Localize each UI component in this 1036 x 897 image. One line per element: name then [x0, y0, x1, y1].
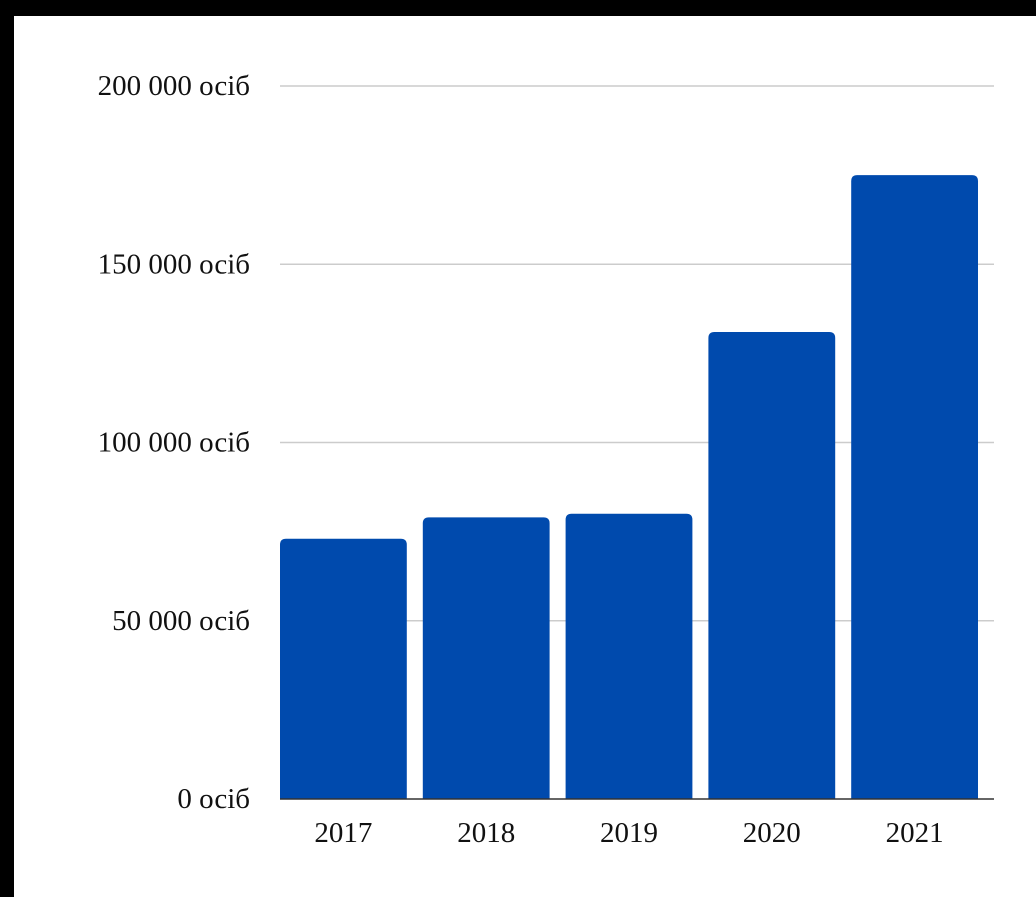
y-tick-label: 200 000 осіб	[98, 70, 250, 102]
x-tick-label: 2021	[886, 817, 944, 849]
y-tick-label: 100 000 осіб	[98, 427, 250, 459]
bar-2019	[565, 513, 693, 799]
y-tick-label: 50 000 осіб	[112, 605, 250, 637]
x-axis: 2017 2018 2019 2020 2021	[280, 798, 994, 849]
bar-2018	[422, 517, 550, 799]
x-tick-label: 2018	[457, 817, 515, 849]
y-tick-label: 0 осіб	[177, 783, 250, 815]
x-tick-label: 2019	[600, 817, 658, 849]
x-tick-label: 2020	[743, 817, 801, 849]
y-tick-label: 150 000 осіб	[98, 248, 250, 280]
bar-2021	[851, 175, 978, 799]
bars	[280, 175, 978, 799]
y-axis: 0 осіб 50 000 осіб 100 000 осіб 150 000 осі…	[98, 70, 250, 815]
bar-2020	[708, 331, 836, 799]
x-tick-label: 2017	[314, 817, 372, 849]
bar-2017	[280, 538, 407, 799]
